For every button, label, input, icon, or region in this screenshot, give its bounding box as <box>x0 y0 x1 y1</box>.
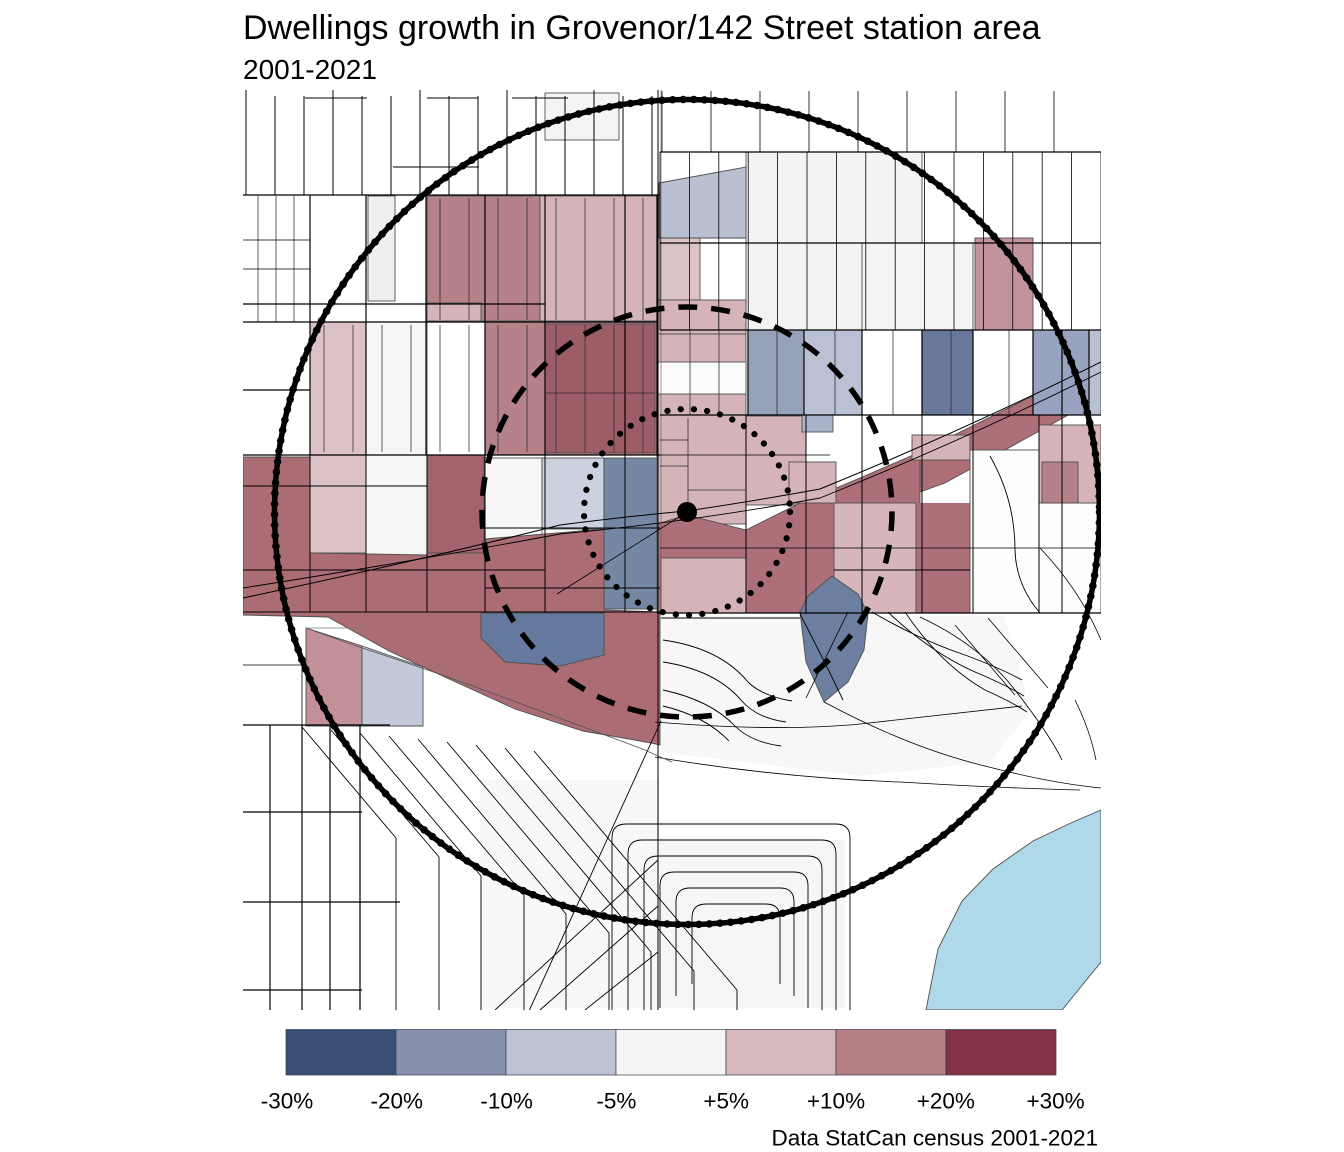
svg-text:Dwellings growth in Grovenor/1: Dwellings growth in Grovenor/142 Street … <box>243 9 1041 47</box>
svg-text:-20%: -20% <box>371 1089 424 1114</box>
svg-text:Data StatCan census 2001-2021: Data StatCan census 2001-2021 <box>772 1126 1098 1151</box>
svg-text:+20%: +20% <box>917 1089 975 1114</box>
svg-text:+10%: +10% <box>807 1089 865 1114</box>
svg-text:+30%: +30% <box>1027 1089 1085 1114</box>
svg-text:-30%: -30% <box>261 1089 314 1114</box>
svg-text:2001-2021: 2001-2021 <box>243 54 377 85</box>
svg-text:+5%: +5% <box>703 1089 749 1114</box>
svg-text:-5%: -5% <box>596 1089 636 1114</box>
svg-text:-10%: -10% <box>480 1089 533 1114</box>
